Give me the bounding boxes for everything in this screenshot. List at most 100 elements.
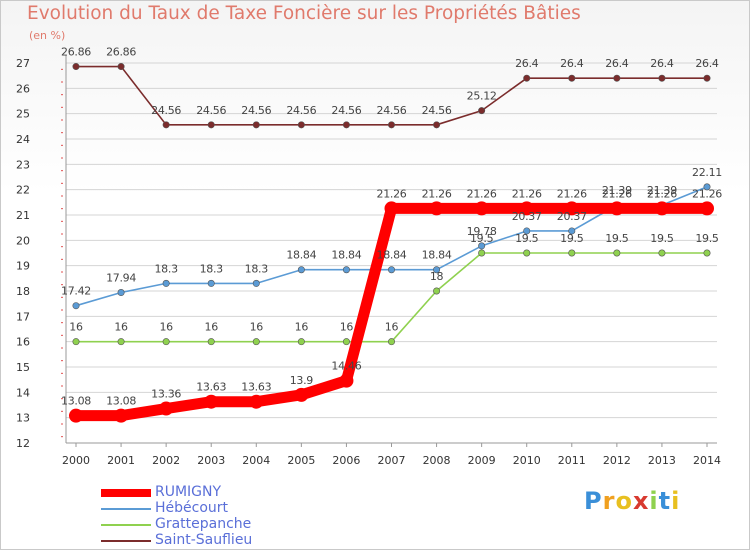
point-rumigny	[564, 201, 579, 216]
y-tick-label: 25	[16, 108, 30, 121]
point-grattepanche	[568, 249, 576, 257]
legend-label-saint-sauflieu: Saint-Sauflieu	[155, 532, 253, 548]
y-tick-label: 22	[16, 184, 30, 197]
logo-letter: i	[671, 487, 681, 515]
logo-letter: P	[584, 487, 603, 515]
data-label-grattepanche: 18	[430, 270, 444, 283]
data-label-grattepanche: 19.5	[605, 232, 629, 245]
data-label-saint-sauflieu: 24.56	[377, 104, 407, 117]
point-saint-sauflieu	[72, 63, 80, 71]
x-tick-label: 2008	[423, 454, 451, 467]
x-tick-label: 2014	[693, 454, 721, 467]
point-hebecourt	[478, 242, 486, 250]
point-hebecourt	[72, 302, 80, 310]
data-label-hebecourt: 21.39	[602, 184, 632, 197]
data-label-hebecourt: 18.84	[331, 249, 361, 262]
x-tick-label: 2010	[513, 454, 541, 467]
point-rumigny	[339, 373, 354, 388]
data-label-saint-sauflieu: 26.86	[106, 46, 136, 59]
point-grattepanche	[613, 249, 621, 257]
legend-swatch-hebecourt	[101, 508, 151, 510]
point-saint-sauflieu	[613, 74, 621, 82]
x-tick-label: 2009	[468, 454, 496, 467]
y-tick-label: 18	[16, 285, 30, 298]
data-label-rumigny: 21.26	[692, 187, 722, 200]
data-label-rumigny: 21.26	[512, 187, 542, 200]
data-label-hebecourt: 18.84	[377, 249, 407, 262]
data-label-saint-sauflieu: 24.56	[422, 104, 452, 117]
data-label-hebecourt: 17.94	[106, 272, 136, 285]
data-label-rumigny: 21.26	[467, 187, 497, 200]
data-label-saint-sauflieu: 24.56	[196, 104, 226, 117]
legend-item-saint-sauflieu: Saint-Sauflieu	[101, 532, 321, 549]
data-label-grattepanche: 16	[250, 321, 264, 334]
data-label-rumigny: 14.46	[331, 360, 361, 373]
data-label-hebecourt: 18.84	[422, 249, 452, 262]
point-rumigny	[204, 394, 219, 409]
legend-label-rumigny: RUMIGNY	[155, 484, 222, 500]
y-tick-label: 26	[16, 82, 30, 95]
point-rumigny	[159, 401, 174, 416]
logo-letter: i	[649, 487, 659, 515]
legend-swatch-rumigny	[101, 489, 151, 497]
point-saint-sauflieu	[658, 74, 666, 82]
point-rumigny	[474, 201, 489, 216]
point-rumigny	[429, 201, 444, 216]
data-label-hebecourt: 18.3	[200, 262, 224, 275]
data-label-rumigny: 13.36	[151, 388, 181, 401]
point-saint-sauflieu	[703, 74, 711, 82]
x-tick-label: 2004	[242, 454, 270, 467]
point-saint-sauflieu	[342, 121, 350, 129]
point-hebecourt	[523, 227, 531, 235]
point-rumigny	[519, 201, 534, 216]
point-saint-sauflieu	[117, 63, 125, 71]
point-hebecourt	[162, 279, 170, 287]
point-hebecourt	[117, 289, 125, 297]
x-tick-label: 2012	[603, 454, 631, 467]
data-label-grattepanche: 16	[205, 321, 219, 334]
data-label-grattepanche: 16	[295, 321, 309, 334]
point-hebecourt	[342, 266, 350, 274]
data-label-hebecourt: 21.39	[647, 184, 677, 197]
data-label-saint-sauflieu: 26.4	[515, 57, 539, 70]
data-label-hebecourt: 18.84	[286, 249, 316, 262]
point-rumigny	[654, 201, 669, 216]
data-labels: 26.86 26.86 24.56 24.56 24.56 24.56 24.56 24.56…	[61, 46, 723, 408]
point-rumigny	[249, 394, 264, 409]
point-hebecourt	[252, 279, 260, 287]
data-label-hebecourt: 19.78	[467, 225, 497, 238]
data-label-rumigny: 21.26	[647, 187, 677, 200]
data-label-saint-sauflieu: 26.4	[695, 57, 719, 70]
point-grattepanche	[117, 338, 125, 346]
x-tick-label: 2013	[648, 454, 676, 467]
data-label-saint-sauflieu: 26.86	[61, 46, 91, 59]
data-label-hebecourt: 20.37	[557, 210, 587, 223]
data-label-grattepanche: 16	[159, 321, 173, 334]
legend-item-grattepanche: Grattepanche	[101, 516, 321, 533]
point-saint-sauflieu	[162, 121, 170, 129]
y-tick-label: 21	[16, 209, 30, 222]
data-label-hebecourt: 18.3	[154, 262, 178, 275]
data-label-rumigny: 21.26	[422, 187, 452, 200]
data-label-hebecourt: 18.3	[245, 262, 269, 275]
point-rumigny	[700, 201, 714, 216]
data-label-rumigny: 13.63	[241, 381, 271, 394]
data-label-rumigny: 21.26	[602, 187, 632, 200]
data-label-grattepanche: 16	[114, 321, 128, 334]
data-label-grattepanche: 19.5	[560, 232, 584, 245]
legend-label-hebecourt: Hébécourt	[155, 500, 229, 516]
data-label-rumigny: 21.26	[557, 187, 587, 200]
logo-letter: t	[658, 487, 672, 515]
x-tick-label: 2002	[152, 454, 180, 467]
x-tick-label: 2005	[287, 454, 315, 467]
proxiti-logo: Proxiti	[584, 487, 680, 515]
y-tick-label: 12	[16, 437, 30, 450]
y-tick-label: 16	[16, 336, 30, 349]
y-tick-label: 27	[16, 57, 30, 70]
data-label-hebecourt: 17.42	[61, 285, 91, 298]
data-label-rumigny: 13.08	[106, 395, 136, 408]
point-rumigny	[69, 408, 83, 423]
point-rumigny	[609, 201, 624, 216]
x-tick-label: 2000	[62, 454, 90, 467]
